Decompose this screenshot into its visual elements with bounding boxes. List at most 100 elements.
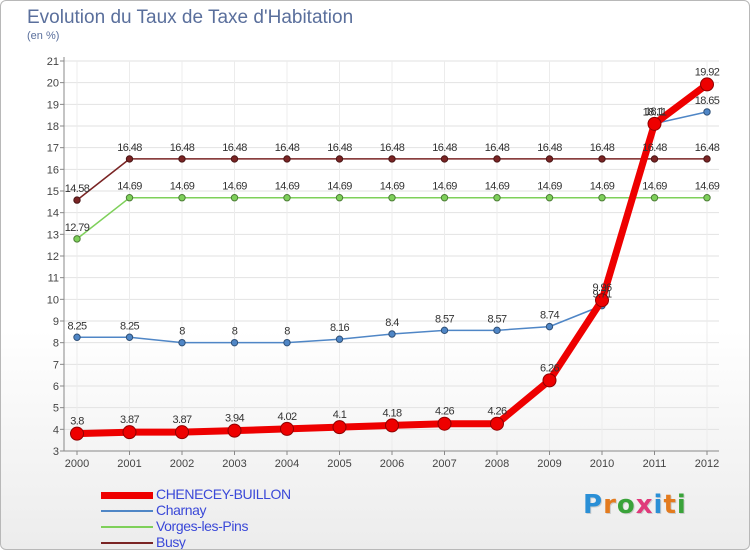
data-point	[335, 335, 344, 343]
x-tick-label: 2000	[65, 458, 89, 470]
data-label: 8.74	[540, 310, 559, 322]
data-label: 4.18	[382, 407, 401, 419]
x-tick-label: 2002	[170, 458, 194, 470]
y-tick-label: 9	[53, 316, 59, 328]
data-point	[73, 196, 81, 204]
data-label: 4.02	[277, 411, 296, 423]
data-point	[493, 326, 501, 335]
data-label: 14.69	[275, 181, 300, 193]
x-tick-label: 2009	[537, 458, 561, 470]
data-point	[493, 155, 501, 163]
data-point	[650, 155, 659, 163]
data-label: 8.4	[385, 317, 399, 329]
data-point	[598, 194, 606, 202]
y-tick-label: 17	[47, 143, 59, 155]
data-point	[283, 338, 291, 347]
data-label: 3.94	[225, 413, 244, 425]
y-tick-label: 10	[47, 294, 59, 306]
grid-lines	[64, 60, 719, 452]
legend-swatch	[101, 510, 153, 512]
data-label: 4.1	[333, 409, 347, 421]
data-point	[703, 194, 711, 202]
data-point	[440, 326, 449, 335]
data-point	[545, 194, 554, 202]
unit-label: (en %)	[27, 30, 60, 42]
data-label: 3.87	[172, 414, 191, 426]
logo-letter: r	[603, 490, 617, 520]
legend-swatch	[101, 526, 153, 528]
legend-swatch	[101, 542, 153, 544]
y-tick-label: 14	[47, 208, 59, 220]
data-label: 16.48	[590, 142, 615, 154]
data-label: 14.69	[537, 181, 562, 193]
data-point	[230, 194, 239, 202]
data-label: 18.65	[695, 95, 720, 107]
data-label: 16.48	[170, 142, 195, 154]
data-label: 16.48	[380, 142, 405, 154]
x-tick-label: 2005	[327, 458, 351, 470]
legend-label: CHENECEY-BUILLON	[156, 486, 291, 502]
data-point	[230, 338, 239, 347]
data-label: 16.48	[222, 142, 247, 154]
y-tick-label: 16	[47, 164, 59, 176]
data-point	[598, 155, 606, 163]
y-tick-label: 12	[47, 251, 59, 263]
y-tick-label: 21	[47, 56, 59, 68]
data-label: 9.71	[592, 289, 611, 301]
y-tick-label: 15	[47, 186, 59, 198]
data-point	[73, 235, 81, 243]
y-tick-label: 3	[53, 446, 59, 458]
data-label: 8	[284, 326, 290, 338]
data-label: 4.26	[435, 406, 454, 418]
data-point	[283, 194, 291, 202]
data-label: 14.69	[590, 181, 615, 193]
axes: 3 4 5 6 7 8 9 10 11 12 13 14 15 16 17 18 19 20 21 2000 2001 2…	[47, 56, 719, 470]
x-tick-label: 2010	[590, 458, 614, 470]
data-label: 16.48	[117, 142, 142, 154]
y-tick-label: 11	[48, 273, 59, 285]
data-label: 16.48	[642, 142, 667, 154]
data-point	[493, 194, 501, 202]
data-point	[490, 416, 504, 431]
data-label: 8.25	[67, 320, 86, 332]
data-label: 8.57	[487, 313, 506, 325]
data-label: 14.69	[380, 181, 405, 193]
data-point	[230, 155, 239, 163]
data-point	[125, 333, 134, 341]
data-label: 14.69	[117, 181, 142, 193]
data-point	[388, 330, 396, 338]
data-label: 3.87	[120, 414, 139, 426]
logo-letter: x	[635, 490, 654, 520]
data-label: 18.1	[645, 106, 664, 118]
y-tick-label: 18	[47, 121, 59, 133]
data-point	[545, 155, 554, 163]
data-label: 9.96	[592, 282, 611, 294]
data-label: 16.48	[432, 142, 457, 154]
data-label: 3.8	[70, 416, 84, 428]
x-tick-label: 2012	[695, 458, 719, 470]
data-point	[388, 194, 396, 202]
data-label: 19.92	[695, 66, 720, 78]
proxiti-logo: Proxiti	[583, 490, 687, 520]
data-label: 14.58	[65, 183, 90, 195]
y-tick-label: 20	[47, 78, 59, 90]
logo-letter: t	[663, 490, 677, 520]
data-label: 12.79	[65, 222, 90, 234]
x-tick-label: 2011	[643, 458, 667, 470]
data-point	[440, 194, 449, 202]
data-point	[73, 333, 81, 341]
data-point	[283, 155, 291, 163]
data-point	[388, 155, 396, 163]
data-point	[647, 116, 662, 131]
x-tick-label: 2001	[117, 458, 141, 470]
data-label: 14.69	[170, 181, 195, 193]
data-point	[703, 155, 711, 163]
data-point	[335, 155, 344, 163]
x-tick-label: 2004	[275, 458, 299, 470]
x-tick-label: 2003	[222, 458, 246, 470]
data-point	[440, 155, 449, 163]
data-point	[650, 194, 659, 202]
data-point	[175, 425, 189, 440]
y-tick-label: 4	[53, 424, 59, 436]
